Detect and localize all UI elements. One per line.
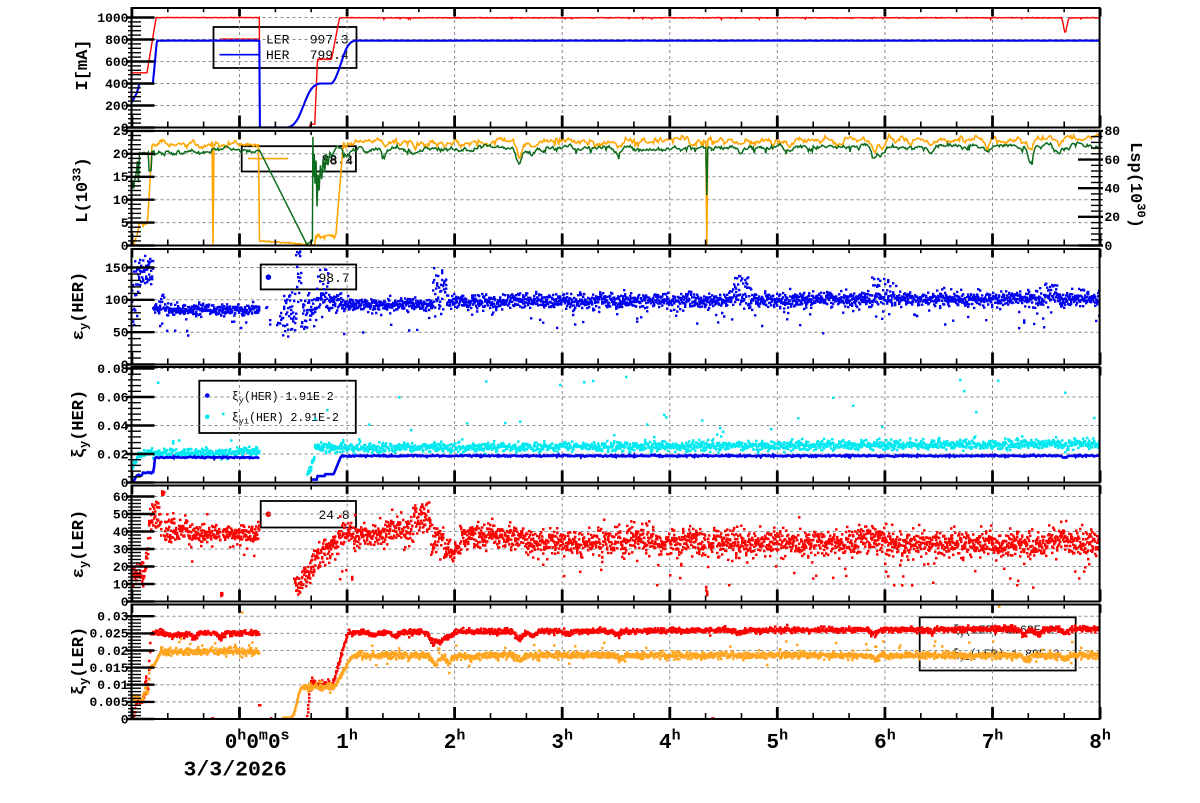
svg-text:εy(HER): εy(HER) xyxy=(70,272,92,340)
svg-text:h: h xyxy=(456,728,465,745)
svg-text:L(1033): L(1033) xyxy=(71,157,94,222)
svg-text:60: 60 xyxy=(1105,153,1121,168)
svg-text:0: 0 xyxy=(121,712,129,727)
svg-text:10: 10 xyxy=(113,193,129,208)
svg-text:4: 4 xyxy=(659,732,672,755)
svg-text:800: 800 xyxy=(105,33,129,48)
svg-text:0: 0 xyxy=(121,476,129,491)
svg-text:h: h xyxy=(237,728,246,745)
svg-text:50: 50 xyxy=(113,507,129,522)
svg-text:0: 0 xyxy=(1105,239,1113,254)
svg-text:Lsp(1030): Lsp(1030) xyxy=(1125,142,1148,228)
svg-text:LER: LER xyxy=(266,33,290,48)
svg-text:30: 30 xyxy=(113,542,129,557)
svg-text:HER: HER xyxy=(266,48,290,63)
svg-text:0.025: 0.025 xyxy=(89,627,128,642)
svg-text:0: 0 xyxy=(121,595,129,610)
svg-text:3/3/2026: 3/3/2026 xyxy=(184,759,287,783)
svg-text:20: 20 xyxy=(113,560,129,575)
svg-text:8: 8 xyxy=(1089,732,1102,755)
svg-text:0.03: 0.03 xyxy=(97,610,128,625)
svg-text:150: 150 xyxy=(105,261,129,276)
svg-text:60: 60 xyxy=(113,490,129,505)
svg-text:h: h xyxy=(349,728,358,745)
svg-text:1000: 1000 xyxy=(97,11,128,26)
svg-text:0.06: 0.06 xyxy=(97,390,128,405)
svg-text:0.04: 0.04 xyxy=(97,419,128,434)
svg-text:3: 3 xyxy=(551,732,564,755)
svg-text:I[mA]: I[mA] xyxy=(74,39,93,90)
svg-text:200: 200 xyxy=(105,99,129,114)
svg-text:0.02: 0.02 xyxy=(97,447,128,462)
svg-text:0.015: 0.015 xyxy=(89,661,128,676)
svg-text:1: 1 xyxy=(336,732,349,755)
svg-text:0: 0 xyxy=(121,239,129,254)
svg-text:2: 2 xyxy=(444,732,457,755)
svg-text:0: 0 xyxy=(246,732,259,755)
svg-text:0.08: 0.08 xyxy=(97,362,128,377)
svg-text:0: 0 xyxy=(268,732,281,755)
svg-text:6: 6 xyxy=(874,732,887,755)
svg-text:10: 10 xyxy=(113,577,129,592)
svg-text:0: 0 xyxy=(121,121,129,136)
svg-text:0.005: 0.005 xyxy=(89,695,128,710)
svg-text:5: 5 xyxy=(121,216,129,231)
svg-text:0.01: 0.01 xyxy=(97,678,128,693)
svg-text:h: h xyxy=(1102,728,1111,745)
svg-text:25: 25 xyxy=(113,124,129,139)
svg-text:ξy(LER): ξy(LER) xyxy=(70,627,92,695)
svg-text:h: h xyxy=(887,728,896,745)
svg-text:m: m xyxy=(259,728,268,745)
svg-text:40: 40 xyxy=(1105,182,1121,197)
svg-text:0: 0 xyxy=(225,732,238,755)
svg-text:24.8: 24.8 xyxy=(319,508,350,523)
svg-text:600: 600 xyxy=(105,55,129,70)
svg-text:εy(LER): εy(LER) xyxy=(70,510,92,578)
svg-text:400: 400 xyxy=(105,77,129,92)
svg-text:ξy(HER): ξy(HER) xyxy=(70,390,92,458)
svg-text:997.3: 997.3 xyxy=(310,33,349,48)
svg-text:5: 5 xyxy=(767,732,780,755)
svg-text:ξyi(HER) 2.91E-2: ξyi(HER) 2.91E-2 xyxy=(232,412,339,427)
svg-text:50: 50 xyxy=(113,326,129,341)
svg-text:h: h xyxy=(672,728,681,745)
svg-text:20: 20 xyxy=(113,147,129,162)
svg-text:15: 15 xyxy=(113,170,129,185)
svg-text:h: h xyxy=(564,728,573,745)
svg-text:s: s xyxy=(281,728,290,745)
svg-text:40: 40 xyxy=(113,525,129,540)
svg-text:0: 0 xyxy=(121,358,129,373)
svg-text:h: h xyxy=(779,728,788,745)
svg-text:7: 7 xyxy=(982,732,995,755)
svg-text:20: 20 xyxy=(1105,210,1121,225)
svg-text:80: 80 xyxy=(1105,124,1121,139)
svg-text:98.7: 98.7 xyxy=(319,271,350,286)
svg-text:0.02: 0.02 xyxy=(97,644,128,659)
svg-text:h: h xyxy=(994,728,1003,745)
svg-text:ξy(HER) 1.91E-2: ξy(HER) 1.91E-2 xyxy=(232,391,334,406)
svg-text:100: 100 xyxy=(105,293,129,308)
